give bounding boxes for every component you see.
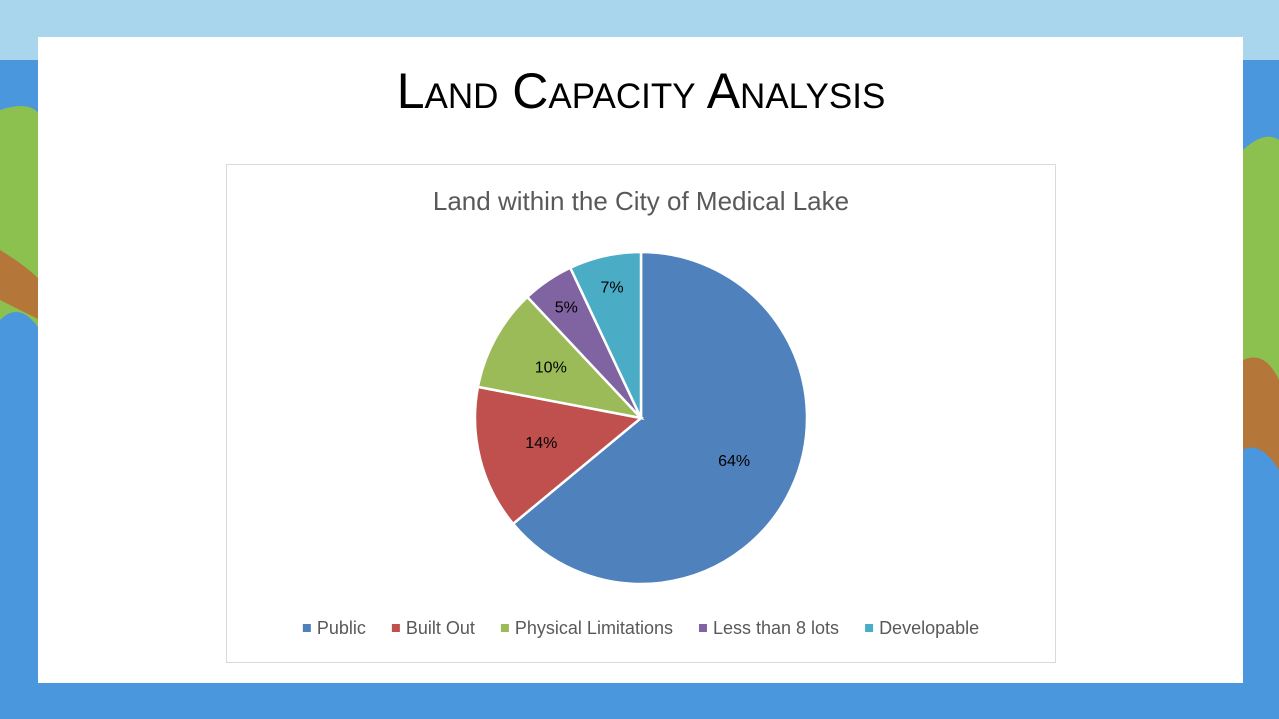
legend-swatch [865,624,874,632]
legend-label: Public [317,618,366,638]
legend-swatch [302,624,311,632]
legend-label: Less than 8 lots [713,618,839,638]
pie: 64% 14% 10% 5% 7% [473,250,809,586]
chart-title: Land within the City of Medical Lake [433,186,849,216]
data-label: 7% [600,280,623,297]
data-label: 5% [555,299,578,316]
pie-slice [473,385,644,526]
data-label: 14% [525,435,557,452]
legend: Public Built Out Physical Limitations Less … [302,618,979,638]
legend-label: Built Out [406,618,475,638]
legend-label: Developable [879,618,979,638]
pie-slice [568,250,643,419]
legend-swatch [698,624,707,632]
pie-slice [511,250,809,586]
slide-title: Land Capacity Analysis [397,63,886,119]
right-earth [1243,357,1279,470]
pie-slice [476,295,645,420]
legend-label: Physical Limitations [515,618,673,638]
data-label: 10% [535,360,567,377]
data-label: 64% [718,453,750,470]
left-earth [0,250,40,320]
legend-swatch [500,624,509,632]
legend-swatch [391,624,400,632]
